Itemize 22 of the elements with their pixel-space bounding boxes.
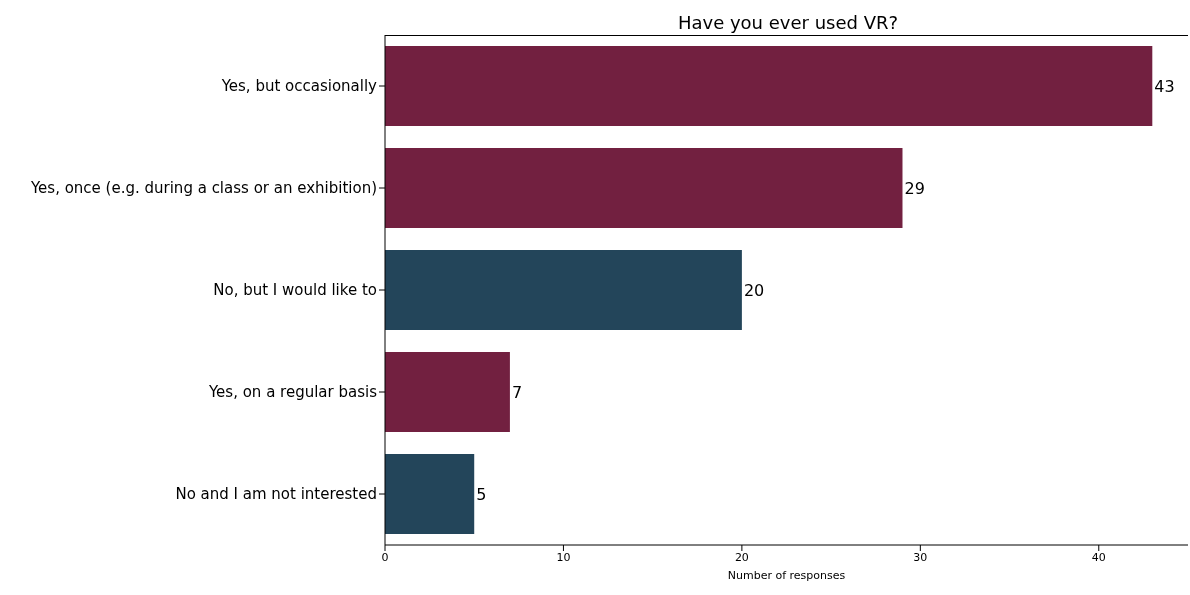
x-tick-label: 0	[381, 550, 389, 564]
bar	[385, 250, 742, 330]
x-axis-title: Number of responses	[727, 569, 846, 582]
y-tick-label: Yes, once (e.g. during a class or an exhibition)	[29, 179, 377, 198]
chart-title: Have you ever used VR?	[676, 12, 900, 33]
data-label: 7	[511, 382, 523, 402]
bar	[385, 46, 1153, 126]
data-label: 20	[743, 280, 765, 300]
data-label: 29	[904, 178, 925, 198]
y-tick-label: No, but I would like to	[213, 281, 377, 300]
data-label: 43	[1154, 76, 1175, 96]
y-tick-label: Yes, but occasionally	[220, 77, 378, 96]
y-tick-label: No and I am not interested	[175, 485, 377, 504]
x-tick-label: 40	[1091, 550, 1106, 564]
y-tick-label: Yes, on a regular basis	[207, 383, 378, 402]
x-tick-label: 20	[734, 550, 749, 564]
x-tick-label: 30	[913, 550, 928, 564]
bar	[385, 148, 903, 228]
data-label: 5	[476, 484, 487, 504]
x-tick-label: 10	[556, 550, 571, 564]
bar	[385, 352, 510, 432]
bar	[385, 454, 475, 534]
